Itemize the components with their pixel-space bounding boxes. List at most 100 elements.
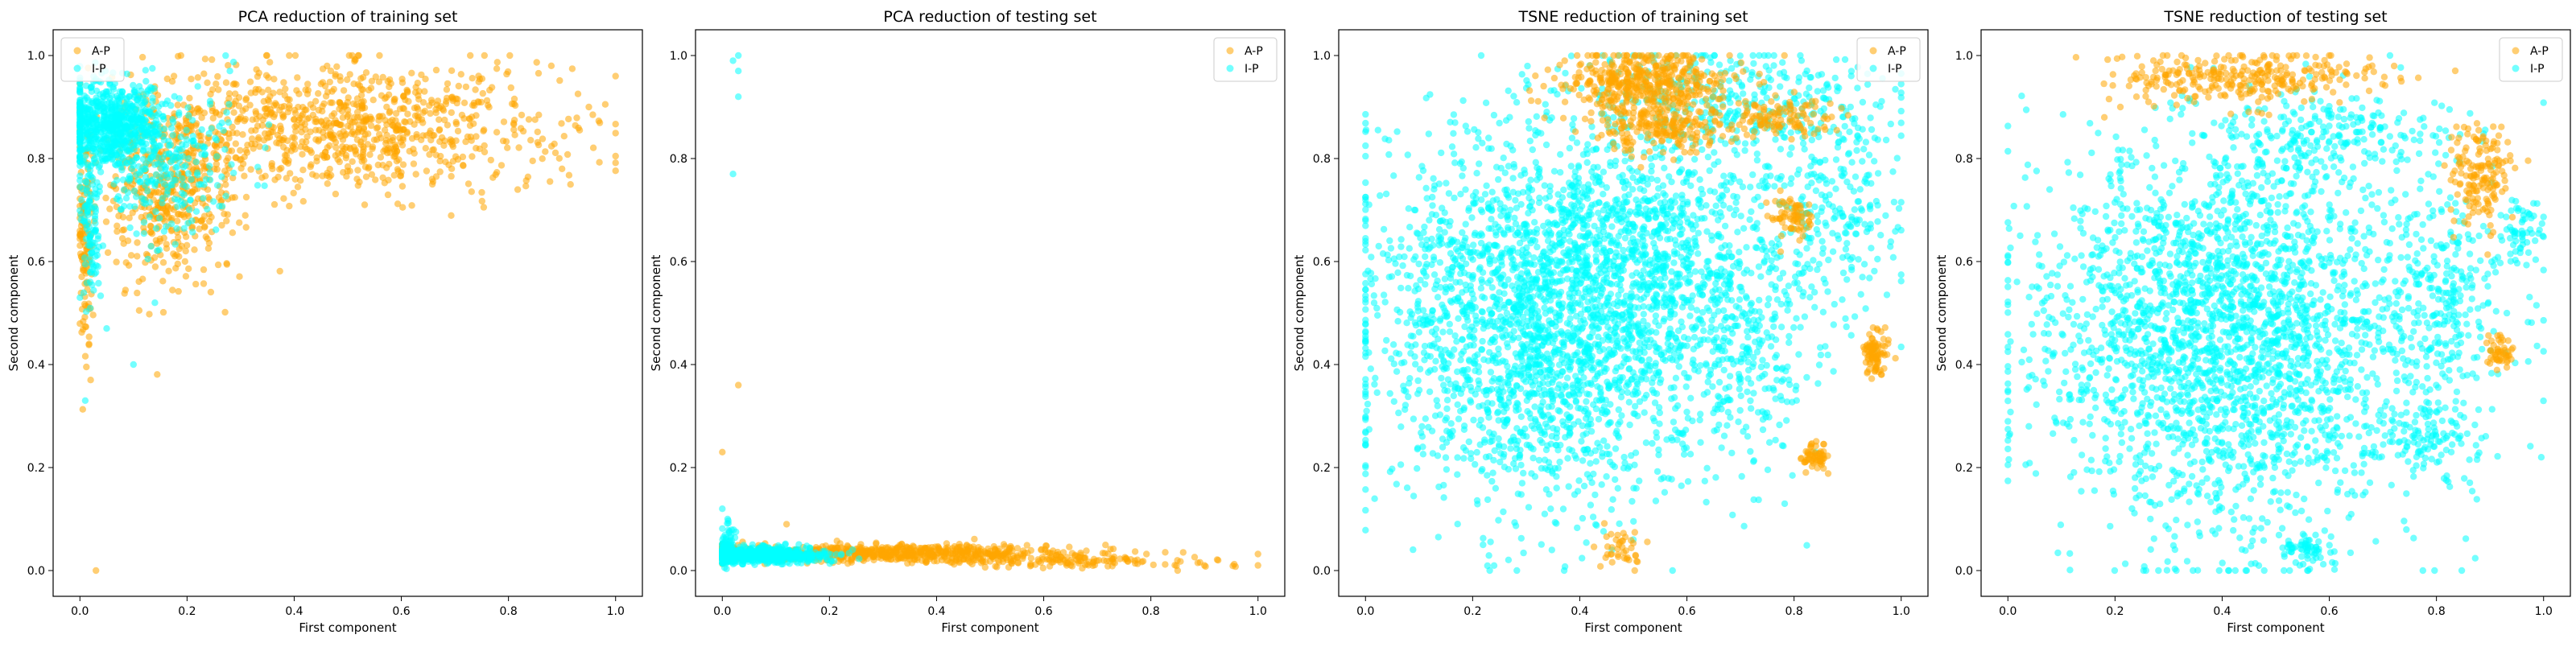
data-point	[216, 123, 222, 130]
data-point	[347, 71, 353, 77]
data-point	[270, 76, 277, 82]
data-point	[1670, 259, 1677, 266]
data-point	[1616, 406, 1622, 413]
data-point	[304, 91, 311, 97]
data-point	[299, 129, 305, 135]
data-point	[921, 553, 927, 559]
data-point	[454, 100, 460, 106]
data-point	[469, 153, 475, 159]
data-point	[242, 212, 249, 219]
data-point	[129, 102, 135, 109]
data-point	[215, 86, 221, 93]
data-point	[1451, 150, 1457, 157]
x-tick-label: 0.4	[285, 605, 303, 618]
data-point	[1600, 169, 1607, 175]
data-point	[723, 566, 729, 572]
data-point	[382, 95, 388, 101]
data-point	[511, 117, 518, 123]
data-point	[455, 128, 461, 134]
data-point	[83, 146, 89, 152]
data-point	[559, 166, 565, 172]
data-point	[1397, 236, 1404, 242]
data-point	[1590, 513, 1596, 520]
data-point	[117, 130, 123, 137]
data-point	[232, 194, 238, 200]
x-axis-label: First component	[941, 620, 1038, 635]
data-point	[453, 121, 460, 127]
data-point	[374, 125, 380, 131]
data-point	[449, 142, 456, 148]
data-point	[526, 116, 532, 122]
legend: A-PI-P	[1214, 38, 1277, 81]
chart-title: PCA reduction of testing set	[883, 8, 1096, 26]
data-point	[1676, 363, 1682, 369]
data-point	[469, 75, 476, 81]
chart-title: PCA reduction of training set	[238, 8, 458, 26]
data-point	[221, 211, 227, 217]
data-point	[1455, 402, 1461, 408]
data-point	[289, 134, 295, 141]
data-point	[1543, 142, 1550, 148]
data-point	[539, 155, 546, 162]
data-point	[390, 154, 397, 160]
data-point	[413, 171, 419, 177]
data-point	[202, 150, 208, 157]
data-point	[155, 110, 162, 117]
data-point	[461, 100, 468, 106]
data-point	[308, 161, 314, 167]
data-point	[291, 190, 297, 196]
data-point	[87, 305, 93, 311]
data-point	[436, 117, 442, 123]
data-point	[573, 114, 580, 121]
data-point	[86, 333, 93, 340]
data-point	[164, 97, 171, 104]
data-point	[383, 104, 390, 110]
data-point	[254, 164, 261, 171]
data-point	[395, 168, 402, 175]
data-point	[280, 196, 287, 202]
data-point	[729, 171, 736, 177]
data-point	[200, 143, 206, 150]
data-point	[415, 80, 421, 86]
data-point	[1450, 130, 1456, 137]
data-point	[221, 167, 228, 174]
data-point	[821, 548, 828, 554]
data-point	[1599, 481, 1605, 488]
data-point	[944, 557, 951, 563]
data-point	[207, 101, 213, 107]
data-point	[250, 145, 257, 151]
data-point	[124, 125, 130, 131]
data-point	[307, 129, 313, 135]
data-point	[175, 196, 181, 203]
data-point	[93, 228, 99, 234]
data-point	[113, 151, 119, 158]
data-point	[1083, 547, 1089, 554]
data-point	[488, 157, 494, 163]
data-point	[1180, 549, 1187, 555]
data-point	[90, 311, 97, 318]
data-point	[596, 117, 602, 124]
data-point	[728, 543, 734, 550]
data-point	[208, 289, 214, 295]
data-point	[316, 136, 322, 142]
data-point	[400, 93, 407, 99]
data-point	[324, 180, 331, 187]
data-point	[304, 80, 311, 87]
data-point	[146, 311, 152, 317]
data-point	[167, 171, 174, 177]
data-point	[556, 77, 563, 84]
data-point	[1511, 215, 1517, 221]
data-point	[169, 286, 175, 293]
data-point	[391, 96, 398, 102]
data-point	[262, 130, 268, 137]
data-point	[426, 102, 432, 109]
data-point	[1362, 471, 1368, 477]
data-point	[136, 307, 142, 314]
data-point	[82, 353, 89, 360]
data-point	[349, 159, 356, 165]
data-point	[1608, 223, 1615, 229]
data-point	[229, 147, 235, 154]
data-point	[911, 554, 918, 560]
data-point	[351, 144, 357, 150]
